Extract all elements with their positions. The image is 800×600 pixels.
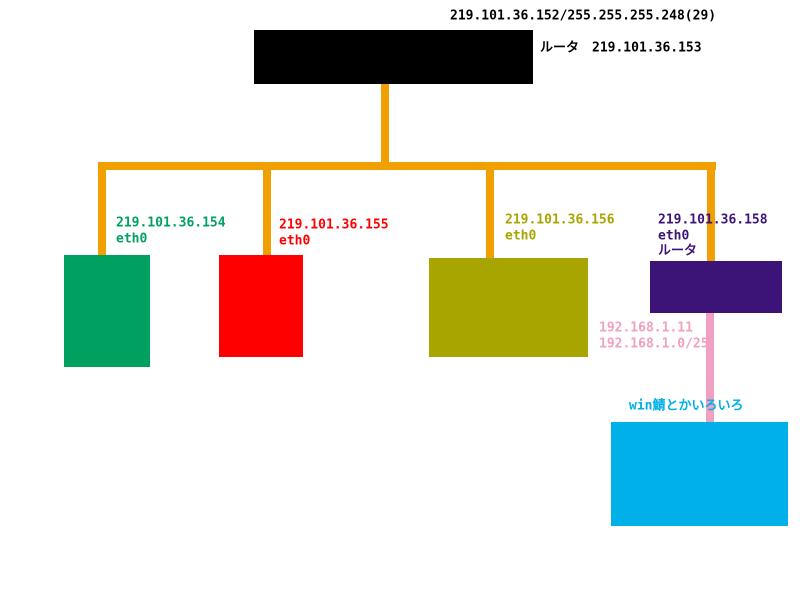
connectors: [98, 84, 716, 261]
uplink: [381, 84, 389, 166]
router-ip: 219.101.36.153: [592, 41, 702, 56]
bus: [98, 162, 716, 170]
lan-subnet: 192.168.1.0/25: [599, 337, 709, 352]
lan-link: [706, 313, 714, 422]
drop: [98, 162, 106, 255]
router-box: [650, 261, 782, 313]
node-role: ルータ: [658, 244, 697, 259]
lan-box: [611, 422, 788, 526]
router-box: [254, 30, 533, 84]
router-label: ルータ: [540, 41, 579, 56]
drop: [263, 162, 271, 255]
node-ip: 219.101.36.156: [505, 213, 615, 228]
node-iface: eth0: [505, 229, 536, 244]
lan-label: win鯖とかいろいろ: [629, 398, 743, 414]
node-iface: eth0: [116, 232, 147, 247]
server-box: [219, 255, 303, 357]
node-ip: 219.101.36.155: [279, 218, 389, 233]
drop: [707, 162, 715, 261]
node-iface: eth0: [658, 229, 689, 244]
node-ip: 219.101.36.154: [116, 216, 226, 231]
node-ip: 219.101.36.158: [658, 213, 768, 228]
server-box: [64, 255, 150, 367]
lan-ip: 192.168.1.11: [599, 321, 693, 336]
node-iface: eth0: [279, 234, 310, 249]
drop: [486, 162, 494, 258]
server-box: [429, 258, 588, 357]
subnet-label: 219.101.36.152/255.255.255.248(29): [450, 9, 716, 24]
